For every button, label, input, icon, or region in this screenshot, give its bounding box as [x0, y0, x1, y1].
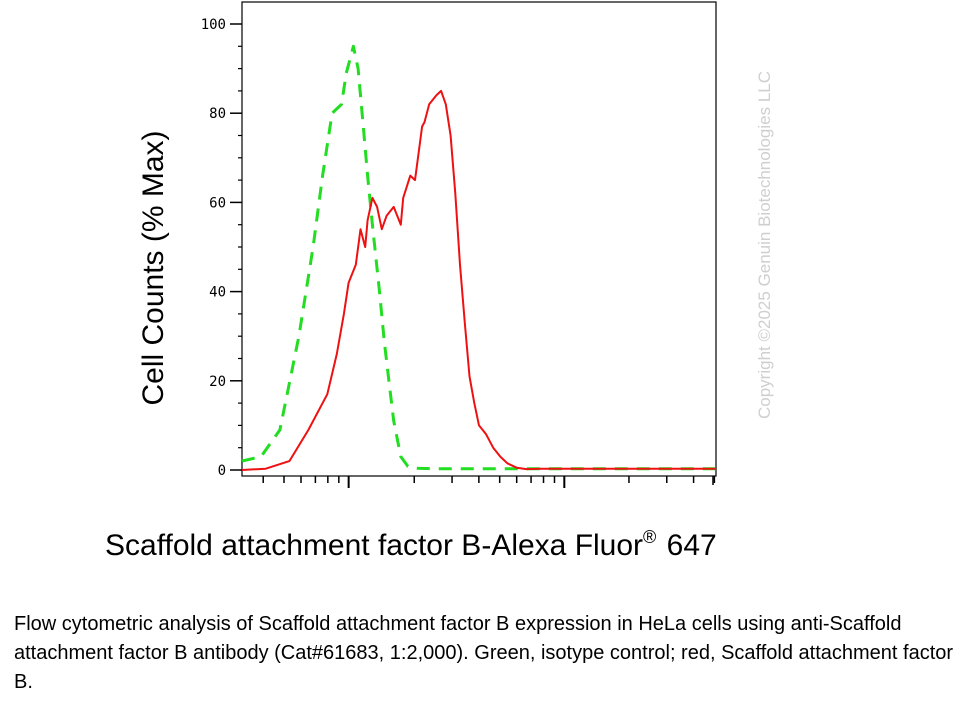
x-axis-label-main: Scaffold attachment factor B-Alexa Fluor — [105, 529, 644, 562]
y-axis: 0 20 40 60 80 100 — [201, 17, 242, 479]
y-axis-label: Cell Counts (% Max) — [137, 130, 170, 405]
isotype-control-line — [241, 44, 716, 471]
histogram-chart: 0 20 40 60 80 100 Cell Counts (% Max) — [137, 1, 717, 488]
copyright-watermark: Copyright ©2025 Genuin Biotechnologies L… — [755, 70, 774, 420]
figure-caption: Flow cytometric analysis of Scaffold att… — [14, 613, 954, 693]
x-axis-label-registered-mark: ® — [643, 527, 657, 547]
y-tick-label: 80 — [209, 106, 226, 122]
x-axis-label: Scaffold attachment factor B-Alexa Fluor… — [105, 527, 717, 563]
y-tick-label: 60 — [209, 195, 226, 211]
y-tick-label: 100 — [201, 17, 226, 33]
x-axis-label-tail: 647 — [658, 529, 717, 562]
x-axis — [262, 476, 716, 488]
y-tick-label: 20 — [209, 374, 226, 390]
y-tick-label: 0 — [218, 463, 226, 479]
y-tick-label: 40 — [209, 285, 226, 301]
series-layer — [241, 44, 716, 471]
target-antibody-line — [241, 89, 716, 471]
